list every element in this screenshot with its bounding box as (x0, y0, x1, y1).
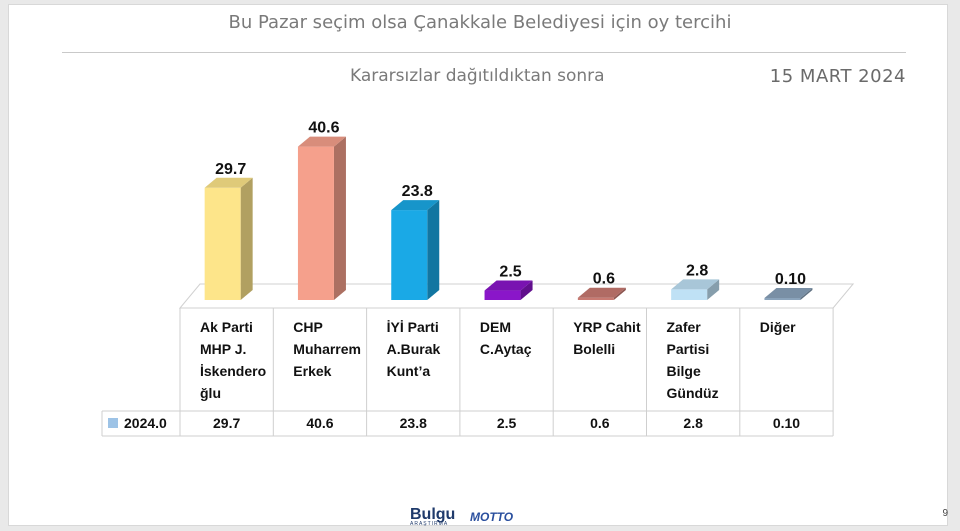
table-value: 0.10 (773, 415, 800, 431)
category-label: Bilge (667, 363, 701, 379)
data-label: 2.5 (499, 264, 521, 281)
bar-side (707, 279, 720, 300)
table-value: 23.8 (400, 415, 427, 431)
category-label: Diğer (760, 319, 796, 335)
title-divider (62, 52, 906, 53)
bar-top (204, 177, 253, 188)
category-label: İskendero (200, 363, 266, 379)
category-label: DEM (480, 319, 511, 335)
category-label: Kunt’a (387, 363, 431, 379)
bar-front (671, 289, 708, 300)
bar-top (577, 287, 626, 298)
data-label: 0.6 (593, 271, 615, 288)
bar-2: 40.6 (297, 120, 346, 300)
bar-side (427, 200, 440, 300)
category-label: Gündüz (667, 385, 719, 401)
bar-3: 23.8 (391, 183, 440, 300)
bar-front (204, 187, 241, 300)
category-label: ğlu (200, 385, 221, 401)
bar-side (800, 288, 813, 300)
page-number: 9 (942, 508, 948, 519)
bar-top (671, 279, 720, 290)
data-label: 2.8 (686, 262, 708, 279)
data-label: 29.7 (215, 161, 246, 178)
bulgu-logo-text: Bulgu (410, 506, 456, 523)
category-label: Zafer (667, 319, 702, 335)
bar-side (333, 136, 346, 300)
category-label: C.Aytaç (480, 341, 532, 357)
table-value: 40.6 (306, 415, 333, 431)
table-value: 2.5 (497, 415, 517, 431)
bar-top (391, 200, 440, 211)
bulgu-logo-tag: ARAŞTIRMA (410, 521, 449, 527)
bar-1: 29.7 (204, 161, 253, 300)
bar-front (391, 210, 428, 300)
bar-6: 2.8 (671, 262, 720, 300)
slide (8, 4, 948, 526)
bar-7: 0.10 (764, 271, 813, 300)
bar-front (484, 290, 521, 300)
bar-top (297, 136, 346, 147)
bar-side (520, 280, 533, 300)
category-label: MHP J. (200, 341, 246, 357)
bar-top (764, 288, 813, 298)
data-label: 0.10 (775, 271, 806, 288)
bar-front (577, 297, 614, 300)
table-value: 2.8 (683, 415, 703, 431)
table-value: 0.6 (590, 415, 610, 431)
legend-series-name: 2024.0 (124, 415, 167, 431)
category-label: CHP (293, 319, 323, 335)
bar-front (764, 298, 801, 300)
data-label: 23.8 (402, 183, 433, 200)
bar-front (297, 146, 334, 300)
chart-subtitle: Kararsızlar dağıtıldıktan sonra (350, 66, 605, 86)
motto-logo: MOTTO (470, 510, 514, 524)
category-label: Muharrem (293, 341, 361, 357)
table-value: 29.7 (213, 415, 240, 431)
category-label: Ak Parti (200, 319, 253, 335)
bar-5: 0.6 (577, 271, 626, 300)
bulgu-logo: Bulgu ARAŞTIRMA (410, 506, 455, 527)
category-label: YRP Cahit (573, 319, 641, 335)
category-label: Bolelli (573, 341, 615, 357)
bar-top (484, 280, 533, 291)
bar-side (240, 177, 253, 300)
category-label: İYİ Parti (387, 319, 439, 335)
category-label: Partisi (667, 341, 710, 357)
chart-title: Bu Pazar seçim olsa Çanakkale Belediyesi… (228, 12, 732, 33)
data-label: 40.6 (308, 120, 339, 137)
bar-side (613, 287, 626, 300)
category-label: Erkek (293, 363, 331, 379)
category-label: A.Burak (387, 341, 441, 357)
legend-swatch (108, 418, 118, 428)
report-date: 15 MART 2024 (769, 66, 906, 87)
bar-4: 2.5 (484, 264, 533, 300)
